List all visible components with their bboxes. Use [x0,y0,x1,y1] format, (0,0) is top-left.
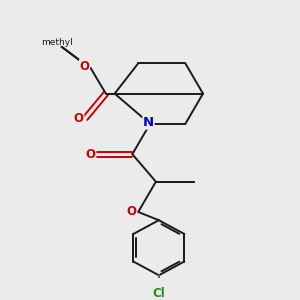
Text: Cl: Cl [152,287,165,300]
Text: O: O [80,60,90,73]
Text: O: O [85,148,95,161]
Text: N: N [143,116,154,129]
Text: O: O [74,112,84,125]
Text: methyl: methyl [41,38,73,47]
Text: O: O [127,206,137,218]
